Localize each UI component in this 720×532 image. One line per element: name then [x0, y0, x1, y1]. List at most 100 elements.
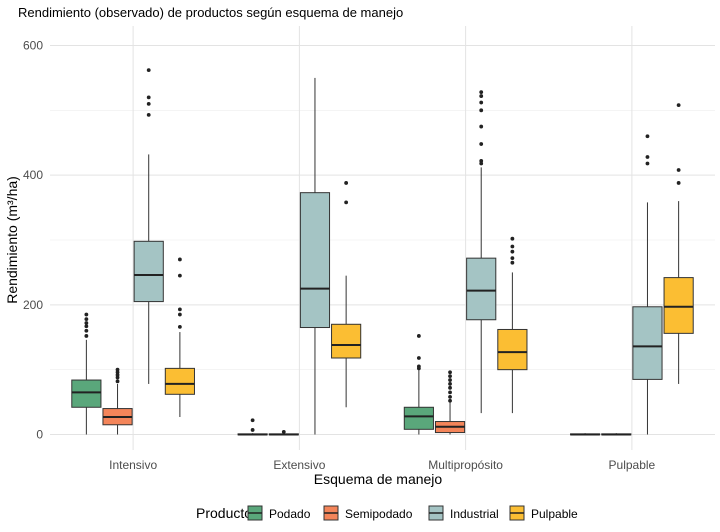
- x-tick-label: Pulpable: [609, 458, 656, 472]
- outlier-point: [448, 374, 452, 379]
- y-tick-label: 600: [23, 39, 43, 53]
- outlier-point: [250, 418, 255, 423]
- outlier-point: [448, 378, 452, 382]
- y-tick-label: 200: [23, 298, 43, 312]
- legend-item-industrial: Industrial: [428, 505, 499, 521]
- chart-title: Rendimiento (observado) de productos seg…: [18, 5, 403, 20]
- x-tick-label: Multipropósito: [428, 458, 503, 472]
- x-tick-label: Extensivo: [273, 458, 325, 472]
- outlier-point: [84, 324, 89, 329]
- box-podado-1: [237, 418, 268, 436]
- outlier-point: [479, 124, 484, 129]
- box-body: [133, 240, 164, 303]
- outlier-point: [448, 394, 452, 399]
- outlier-point: [115, 367, 120, 372]
- outlier-point: [416, 334, 421, 338]
- legend-item-podado: Podado: [247, 505, 311, 521]
- legend-label: Podado: [269, 507, 311, 521]
- x-axis-title: Esquema de manejo: [314, 471, 443, 487]
- outlier-point: [115, 379, 120, 384]
- box-pulpable-2: [497, 236, 528, 414]
- outlier-point: [344, 181, 349, 185]
- box-industrial-2: [466, 90, 497, 414]
- box-body: [497, 328, 528, 371]
- box-podado-2: [403, 334, 434, 435]
- legend-label: Industrial: [450, 507, 499, 521]
- legend: Producto Podado Semipodado Industrial Pulpa…: [196, 505, 578, 521]
- outlier-point: [84, 334, 89, 338]
- box-body: [632, 306, 663, 380]
- outlier-point: [510, 260, 515, 265]
- outlier-point: [448, 390, 452, 395]
- outlier-point: [645, 155, 650, 159]
- outlier-point: [177, 307, 182, 312]
- box-semipodado-0: [102, 367, 133, 435]
- outlier-point: [416, 356, 421, 360]
- outlier-point: [448, 398, 452, 403]
- outlier-point: [676, 181, 681, 185]
- outlier-point: [479, 90, 484, 95]
- outlier-point: [84, 321, 89, 325]
- outlier-point: [479, 108, 484, 113]
- box-podado-0: [71, 312, 102, 435]
- outlier-point: [676, 103, 681, 108]
- box-body: [403, 406, 434, 430]
- outlier-point: [510, 256, 515, 261]
- box-pulpable-0: [164, 257, 195, 417]
- outlier-point: [146, 95, 151, 100]
- box-pulpable-1: [331, 181, 362, 408]
- box-body: [466, 257, 497, 321]
- legend-label: Semipodado: [345, 507, 413, 521]
- outlier-point: [479, 100, 484, 105]
- y-tick-label: 400: [23, 168, 43, 182]
- legend-label: Pulpable: [531, 507, 578, 521]
- box-series-layer: [71, 68, 694, 436]
- box-body: [331, 323, 362, 359]
- box-body: [299, 192, 331, 329]
- box-semipodado-1: [268, 430, 299, 436]
- x-axis-ticks: Intensivo Extensivo Multipropósito Pulpable: [109, 458, 655, 472]
- x-tick-label: Intensivo: [109, 458, 157, 472]
- box-industrial-1: [299, 77, 331, 435]
- outlier-point: [645, 134, 650, 139]
- outlier-point: [344, 200, 349, 205]
- legend-title: Producto: [196, 505, 252, 521]
- box-body: [663, 277, 694, 334]
- outlier-point: [84, 328, 89, 333]
- box-pulpable-3: [663, 103, 694, 384]
- outlier-point: [416, 364, 421, 369]
- outlier-point: [177, 273, 182, 278]
- outlier-point: [177, 257, 182, 262]
- outlier-point: [281, 430, 286, 434]
- outlier-point: [177, 324, 182, 329]
- outlier-point: [448, 382, 452, 386]
- box-body: [71, 379, 102, 408]
- outlier-point: [146, 112, 151, 117]
- box-body: [164, 367, 195, 395]
- box-semipodado-3: [601, 433, 632, 436]
- legend-item-pulpable: Pulpable: [509, 505, 578, 521]
- outlier-point: [479, 94, 484, 98]
- outlier-point: [84, 317, 89, 321]
- outlier-point: [510, 244, 515, 249]
- outlier-point: [448, 385, 452, 390]
- outlier-point: [177, 312, 182, 317]
- outlier-point: [250, 428, 255, 432]
- outlier-point: [146, 68, 151, 73]
- y-axis-title: Rendimiento (m³/ha): [4, 176, 20, 304]
- y-axis-ticks: 0 200 400 600: [23, 39, 43, 442]
- outlier-point: [510, 236, 515, 241]
- y-tick-label: 0: [36, 428, 43, 442]
- outlier-point: [479, 159, 484, 163]
- outlier-point: [146, 101, 151, 106]
- box-semipodado-2: [434, 370, 466, 435]
- box-podado-3: [570, 433, 601, 436]
- grid-lines: [50, 26, 715, 450]
- box-industrial-3: [632, 134, 663, 435]
- outlier-point: [479, 142, 484, 146]
- outlier-point: [448, 370, 452, 375]
- outlier-point: [645, 161, 650, 166]
- legend-item-semipodado: Semipodado: [323, 505, 413, 521]
